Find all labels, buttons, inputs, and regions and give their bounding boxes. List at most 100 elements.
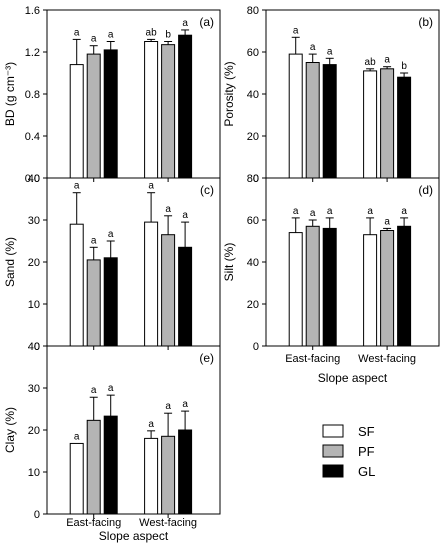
- bar-sf-1: [144, 437, 159, 515]
- bar-pf-0: [86, 53, 101, 179]
- significance-letter: a: [310, 208, 316, 219]
- bar-pf-0: [86, 419, 101, 515]
- significance-letter: a: [108, 229, 114, 240]
- bar-gl-1: [397, 225, 412, 347]
- y-tick-label: 0: [253, 173, 259, 185]
- significance-letter: a: [384, 55, 390, 66]
- bar-gl-1: [178, 429, 193, 515]
- y-tick-label: 20: [28, 425, 40, 437]
- y-tick-label: 40: [28, 341, 40, 353]
- bar-sf-1: [144, 41, 159, 179]
- x-tick-label: East-facing: [66, 517, 121, 529]
- legend-label-gl: GL: [358, 464, 375, 479]
- y-axis-label: BD (g cm⁻³): [3, 62, 17, 126]
- y-tick-label: 1.2: [25, 47, 40, 59]
- y-tick-label: 80: [247, 5, 259, 17]
- significance-letter: a: [384, 216, 390, 227]
- bar-sf-1: [363, 234, 378, 347]
- y-tick-label: 80: [247, 173, 259, 185]
- bar-sf-1: [144, 221, 159, 347]
- y-tick-label: 40: [247, 89, 259, 101]
- bar-sf-0: [69, 442, 84, 515]
- significance-letter: a: [293, 206, 299, 217]
- x-axis-label: Slope aspect: [99, 529, 169, 543]
- significance-letter: a: [74, 27, 80, 38]
- y-axis-label: Porosity (%): [222, 61, 236, 126]
- y-tick-label: 1.6: [25, 5, 40, 17]
- legend-swatch-pf: [322, 444, 344, 458]
- significance-letter: a: [108, 383, 114, 394]
- bar-gl-0: [103, 257, 118, 347]
- y-tick-label: 0: [34, 509, 40, 521]
- significance-letter: a: [182, 18, 188, 29]
- bar-sf-0: [288, 53, 303, 179]
- bar-gl-0: [322, 64, 337, 179]
- y-tick-label: 30: [28, 215, 40, 227]
- y-tick-label: 40: [28, 173, 40, 185]
- legend-swatch-sf: [322, 424, 344, 438]
- significance-letter: a: [91, 34, 97, 45]
- y-tick-label: 0.8: [25, 89, 40, 101]
- legend: SF PF GL: [322, 424, 375, 479]
- significance-letter: a: [165, 401, 171, 412]
- significance-letter: a: [91, 235, 97, 246]
- y-tick-label: 0: [34, 341, 40, 353]
- panel-label: (c): [200, 183, 214, 197]
- significance-letter: a: [74, 431, 80, 442]
- bar-gl-0: [103, 49, 118, 179]
- bar-sf-0: [69, 223, 84, 347]
- panel-label: (b): [418, 15, 433, 29]
- x-tick-label: West-facing: [358, 353, 416, 365]
- y-tick-label: 40: [247, 257, 259, 269]
- significance-letter: a: [327, 46, 333, 57]
- significance-letter: a: [108, 30, 114, 41]
- panel-label: (a): [199, 15, 214, 29]
- panel-label: (e): [199, 351, 214, 365]
- y-axis-label: Clay (%): [3, 407, 17, 453]
- significance-letter: a: [148, 419, 154, 430]
- significance-letter: a: [182, 210, 188, 221]
- bar-pf-1: [380, 230, 395, 347]
- significance-letter: a: [327, 206, 333, 217]
- significance-letter: a: [148, 181, 154, 192]
- significance-letter: a: [74, 181, 80, 192]
- panels-layer: 0.00.40.81.21.6BD (g cm⁻³)(a)aa a ab ba0204…: [3, 5, 440, 543]
- significance-letter: a: [91, 385, 97, 396]
- legend-swatch-gl: [322, 464, 344, 478]
- significance-letter: a: [182, 399, 188, 410]
- bar-sf-0: [69, 64, 84, 179]
- legend-label-pf: PF: [358, 444, 375, 459]
- bar-pf-1: [161, 44, 176, 179]
- y-axis-label: Sand (%): [3, 237, 17, 287]
- bar-gl-1: [397, 76, 412, 179]
- bar-gl-0: [322, 227, 337, 347]
- significance-letter: a: [293, 25, 299, 36]
- y-axis-label: Silt (%): [222, 243, 236, 282]
- y-tick-label: 20: [247, 131, 259, 143]
- y-tick-label: 20: [247, 299, 259, 311]
- y-tick-label: 0: [253, 341, 259, 353]
- y-tick-label: 30: [28, 383, 40, 395]
- significance-letter: a: [401, 206, 407, 217]
- bar-pf-1: [161, 234, 176, 347]
- x-tick-label: West-facing: [139, 517, 197, 529]
- bar-sf-1: [363, 70, 378, 179]
- y-tick-label: 60: [247, 47, 259, 59]
- significance-letter: a: [165, 204, 171, 215]
- y-tick-label: 20: [28, 257, 40, 269]
- significance-letter: b: [401, 61, 407, 72]
- bar-gl-0: [103, 415, 118, 515]
- y-tick-label: 60: [247, 215, 259, 227]
- significance-letter: b: [165, 30, 171, 41]
- bar-pf-1: [161, 435, 176, 515]
- legend-label-sf: SF: [358, 424, 375, 439]
- x-tick-label: East-facing: [285, 353, 340, 365]
- significance-letter: a: [310, 42, 316, 53]
- panel-0: 0.00.40.81.21.6BD (g cm⁻³)(a)aa a ab ba: [3, 5, 221, 185]
- y-tick-label: 10: [28, 467, 40, 479]
